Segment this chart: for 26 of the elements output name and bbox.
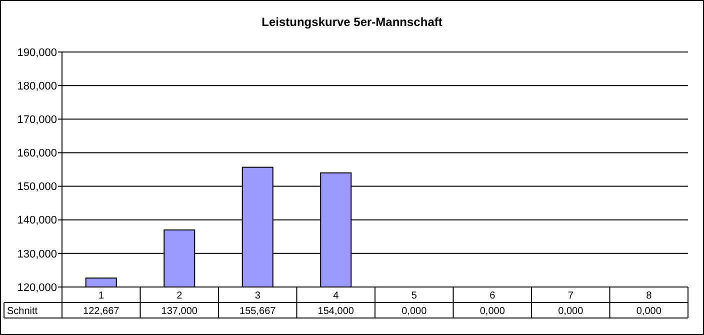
y-tick-label: 140,000 (17, 214, 57, 227)
y-tick-label: 150,000 (17, 181, 57, 194)
x-tick-label: 2 (176, 290, 183, 302)
y-tick-label: 170,000 (17, 114, 57, 126)
y-tick-label: 190,000 (17, 46, 57, 59)
x-tick-label: 6 (490, 290, 496, 302)
text: 0,000 (480, 306, 505, 317)
y-tick-label: 180,000 (17, 80, 57, 92)
legend-label: Schnitt (7, 306, 38, 317)
data-label: 137,000 (161, 306, 198, 317)
text: 0,000 (558, 306, 584, 317)
chart-title: Leistungskurve 5er-Mannschaft (262, 15, 442, 29)
y-tick-label: 120,000 (17, 282, 57, 294)
text: 0,000 (636, 306, 662, 317)
x-tick-label: 8 (646, 290, 652, 302)
data-label: 154,000 (318, 306, 354, 317)
x-tick-label: 7 (568, 290, 574, 302)
data-label: 122,667 (83, 306, 120, 317)
y-tick-label: 130,000 (17, 248, 57, 260)
x-tick-label: 5 (411, 290, 418, 302)
y-tick-label: 160,000 (17, 148, 57, 160)
text: 0,000 (402, 306, 427, 317)
x-tick-label: 4 (333, 290, 340, 302)
data-label: 155,667 (240, 306, 276, 317)
x-tick-label: 3 (254, 290, 261, 302)
x-tick-label: 1 (98, 290, 104, 302)
